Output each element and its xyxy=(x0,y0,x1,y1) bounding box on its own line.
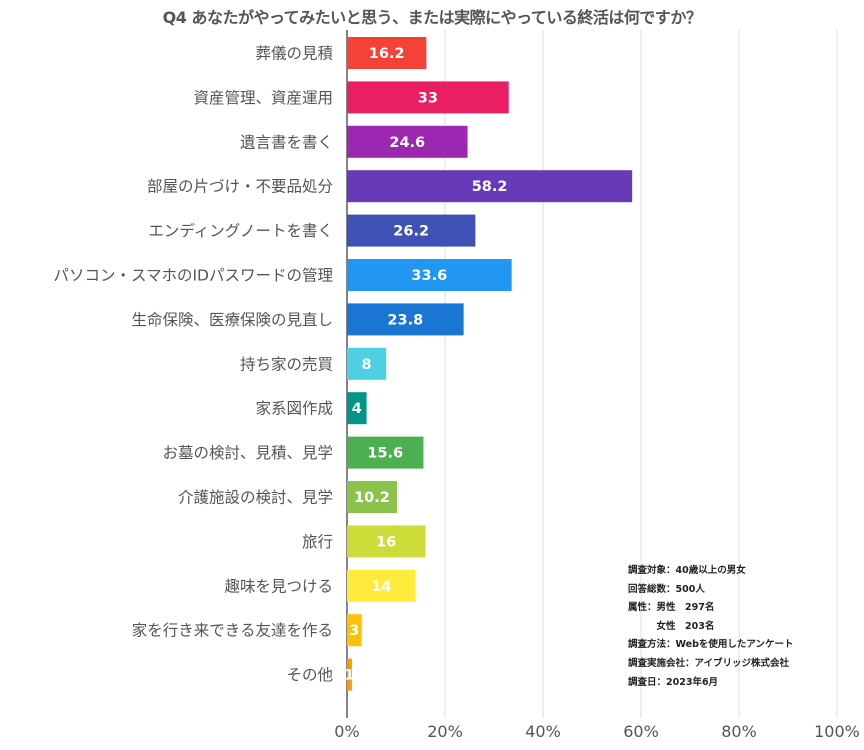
category-label: 介護施設の検討、見学 xyxy=(178,489,333,507)
category-label: その他 xyxy=(286,666,333,684)
survey-note-line: 回答総数：500人 xyxy=(628,583,705,595)
value-label: 15.6 xyxy=(367,446,403,462)
bar xyxy=(347,37,427,69)
survey-note-line: 調査実施会社：アイブリッジ株式会社 xyxy=(628,657,790,669)
x-tick-label: 40% xyxy=(525,722,561,741)
x-tick-label: 100% xyxy=(814,722,860,741)
value-label: 26.2 xyxy=(393,224,429,240)
value-label: 33.6 xyxy=(411,268,447,284)
bars xyxy=(347,37,633,691)
x-tick-label: 20% xyxy=(427,722,463,741)
bar xyxy=(347,303,464,336)
bar xyxy=(347,569,416,602)
category-label: エンディングノートを書く xyxy=(148,221,333,240)
survey-notes: 調査対象：40歳以上の男女 回答総数：500人 属性：男性 297名 女性 203名… xyxy=(628,562,858,692)
category-label: 旅行 xyxy=(302,533,333,551)
bar xyxy=(347,125,468,158)
bar xyxy=(347,214,476,247)
x-tick-label: 60% xyxy=(623,722,659,741)
bar xyxy=(347,81,509,114)
category-label: 家を行き来できる友達を作る xyxy=(132,622,333,640)
category-label: お墓の検討、見積、見学 xyxy=(162,444,333,462)
category-label: 生命保険、医療保険の見直し xyxy=(131,311,333,329)
x-tick-label: 80% xyxy=(721,722,757,741)
bar xyxy=(347,481,397,513)
survey-note-line: 調査対象：40歳以上の男女 xyxy=(628,565,746,576)
survey-note-line: 属性：男性 297名 xyxy=(628,602,715,614)
value-label: 10.2 xyxy=(354,490,390,506)
value-label: 1 xyxy=(344,668,354,684)
value-label: 24.6 xyxy=(389,135,425,151)
category-label: 資産管理、資産運用 xyxy=(193,89,333,107)
bar xyxy=(347,170,633,203)
bar xyxy=(347,436,424,469)
bar xyxy=(347,259,512,291)
category-label: パソコン・スマホのIDパスワードの管理 xyxy=(53,267,333,285)
value-label: 58.2 xyxy=(472,179,508,195)
value-labels: 16.2 33 24.6 58.2 26.2 33.6 23.8 8 4 15.6 10.2 16 14… xyxy=(344,46,507,684)
survey-note-line: 調査日：2023年6月 xyxy=(628,676,719,688)
category-label: 葬儀の見積 xyxy=(255,45,333,63)
bar xyxy=(347,525,426,558)
bar xyxy=(347,614,362,647)
bar xyxy=(347,347,387,380)
value-label: 14 xyxy=(371,579,391,595)
value-label: 16 xyxy=(376,534,396,550)
category-label: 趣味を見つける xyxy=(224,577,333,595)
x-tick-label: 0% xyxy=(334,722,359,741)
value-label: 4 xyxy=(352,401,362,417)
value-label: 3 xyxy=(349,623,359,639)
category-label: 持ち家の売買 xyxy=(240,355,333,373)
x-axis-ticks: 0% 20% 40% 60% 80% 100% xyxy=(334,722,860,741)
bar xyxy=(347,658,352,691)
value-label: 16.2 xyxy=(369,46,405,62)
survey-note-line: 女性 203名 xyxy=(628,620,715,632)
category-label: 家系図作成 xyxy=(255,400,333,418)
category-label: 部屋の片づけ・不要品処分 xyxy=(147,178,333,196)
value-label: 33 xyxy=(418,90,438,106)
value-label: 8 xyxy=(362,357,372,373)
category-label: 遺言書を書く xyxy=(240,133,333,151)
category-labels: 葬儀の見積資産管理、資産運用遺言書を書く部屋の片づけ・不要品処分エンディングノー… xyxy=(53,45,333,685)
value-label: 23.8 xyxy=(387,312,423,328)
survey-note-line: 調査方法：Webを使用したアンケート xyxy=(628,639,794,651)
chart-title: Q4 あなたがやってみたいと思う、または実際にやっている終活は何ですか？ xyxy=(162,8,702,27)
bar xyxy=(347,392,367,425)
